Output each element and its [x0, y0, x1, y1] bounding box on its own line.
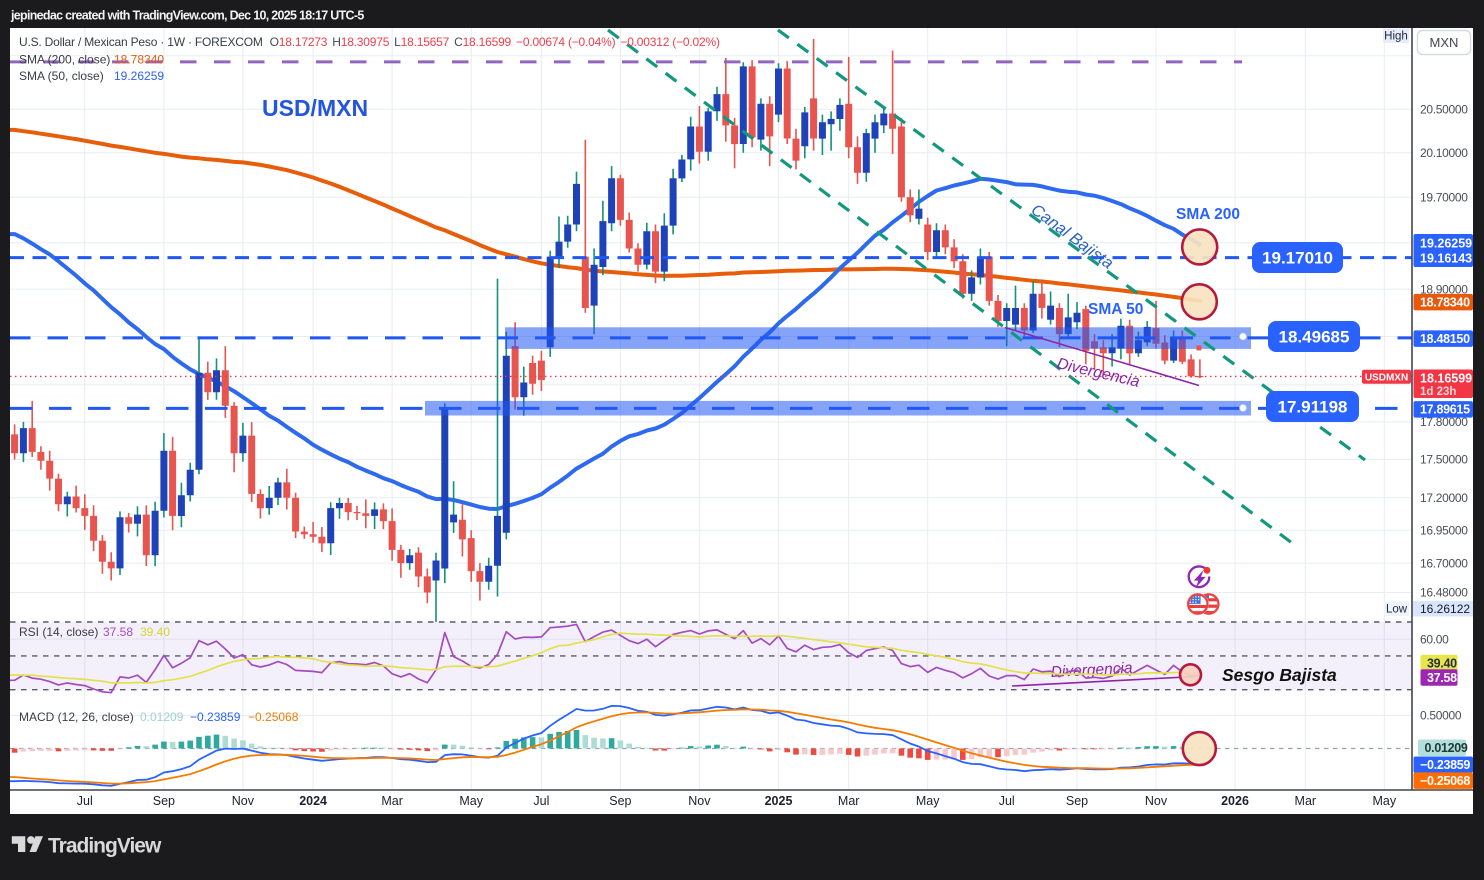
svg-text:−0.25068: −0.25068	[1420, 774, 1470, 788]
svg-text:16.70000: 16.70000	[1420, 556, 1468, 570]
svg-text:39.40: 39.40	[140, 625, 170, 639]
svg-text:Mar: Mar	[1295, 794, 1317, 808]
svg-text:May: May	[459, 794, 483, 808]
svg-text:USDMXN: USDMXN	[1365, 373, 1408, 384]
svg-text:Sep: Sep	[1066, 794, 1088, 808]
svg-text:High: High	[1384, 31, 1408, 43]
svg-text:SMA 50: SMA 50	[1088, 301, 1143, 318]
svg-text:17.80000: 17.80000	[1420, 415, 1468, 429]
svg-text:2026: 2026	[1221, 794, 1249, 808]
svg-text:Nov: Nov	[232, 794, 255, 808]
svg-text:17.91198: 17.91198	[1278, 398, 1348, 417]
svg-text:0.50000: 0.50000	[1420, 709, 1462, 723]
svg-text:May: May	[1372, 794, 1396, 808]
svg-text:−0.25068: −0.25068	[248, 710, 299, 724]
svg-text:17.20000: 17.20000	[1420, 491, 1468, 505]
svg-text:Sesgo Bajista: Sesgo Bajista	[1222, 665, 1337, 685]
svg-text:−0.23859: −0.23859	[1420, 758, 1470, 772]
svg-text:Jul: Jul	[533, 794, 549, 808]
svg-text:Jul: Jul	[77, 794, 93, 808]
svg-text:18.49685: 18.49685	[1279, 328, 1350, 347]
svg-text:Jul: Jul	[999, 794, 1015, 808]
svg-text:SMA 200: SMA 200	[1176, 206, 1240, 223]
svg-text:SMA (200, close): SMA (200, close)	[19, 53, 110, 67]
svg-text:37.58: 37.58	[1427, 671, 1457, 685]
svg-text:May: May	[916, 794, 940, 808]
svg-text:20.50000: 20.50000	[1420, 102, 1468, 116]
svg-text:2024: 2024	[299, 794, 327, 808]
svg-text:Nov: Nov	[688, 794, 711, 808]
svg-text:20.10000: 20.10000	[1420, 146, 1468, 160]
svg-text:1d 23h: 1d 23h	[1420, 386, 1456, 398]
svg-text:TradingView: TradingView	[48, 835, 162, 858]
svg-text:60.00: 60.00	[1420, 632, 1449, 646]
svg-text:16.26122: 16.26122	[1420, 602, 1470, 616]
svg-text:Sep: Sep	[609, 794, 631, 808]
svg-text:MACD (12, 26, close): MACD (12, 26, close)	[19, 710, 134, 724]
svg-text:18.90000: 18.90000	[1420, 282, 1468, 296]
svg-text:17.50000: 17.50000	[1420, 453, 1468, 467]
svg-text:Mar: Mar	[838, 794, 860, 808]
svg-text:−0.23859: −0.23859	[190, 710, 241, 724]
svg-text:Low: Low	[1386, 604, 1408, 616]
svg-text:17.89615: 17.89615	[1420, 403, 1470, 417]
svg-text:18.78340: 18.78340	[1420, 295, 1470, 309]
svg-text:Nov: Nov	[1145, 794, 1168, 808]
svg-text:USD/MXN: USD/MXN	[262, 95, 368, 121]
svg-text:37.58: 37.58	[103, 625, 133, 639]
svg-text:19.26259: 19.26259	[1420, 237, 1472, 251]
svg-text:39.40: 39.40	[1427, 656, 1457, 670]
svg-text:19.16143: 19.16143	[1420, 252, 1472, 266]
svg-text:18.78340: 18.78340	[114, 53, 164, 67]
svg-text:2025: 2025	[765, 794, 793, 808]
svg-text:RSI (14, close): RSI (14, close)	[19, 625, 98, 639]
svg-text:Sep: Sep	[153, 794, 175, 808]
svg-text:19.26259: 19.26259	[114, 69, 164, 83]
svg-text:Mar: Mar	[381, 794, 403, 808]
svg-text:SMA (50, close): SMA (50, close)	[19, 69, 104, 83]
svg-text:16.95000: 16.95000	[1420, 523, 1468, 537]
svg-text:19.70000: 19.70000	[1420, 191, 1468, 205]
svg-text:18.48150: 18.48150	[1420, 332, 1470, 346]
svg-text:0.01209: 0.01209	[1425, 741, 1468, 755]
svg-text:jepinedac created with Trading: jepinedac created with TradingView.com, …	[10, 9, 364, 23]
svg-text:18.16599: 18.16599	[1420, 372, 1472, 386]
svg-text:19.17010: 19.17010	[1262, 249, 1333, 268]
svg-text:0.01209: 0.01209	[140, 710, 184, 724]
svg-text:16.48000: 16.48000	[1420, 586, 1468, 600]
svg-text:MXN: MXN	[1430, 35, 1459, 50]
svg-text:U.S. Dollar / Mexican Peso · 1: U.S. Dollar / Mexican Peso · 1W · FOREXC…	[19, 35, 720, 49]
